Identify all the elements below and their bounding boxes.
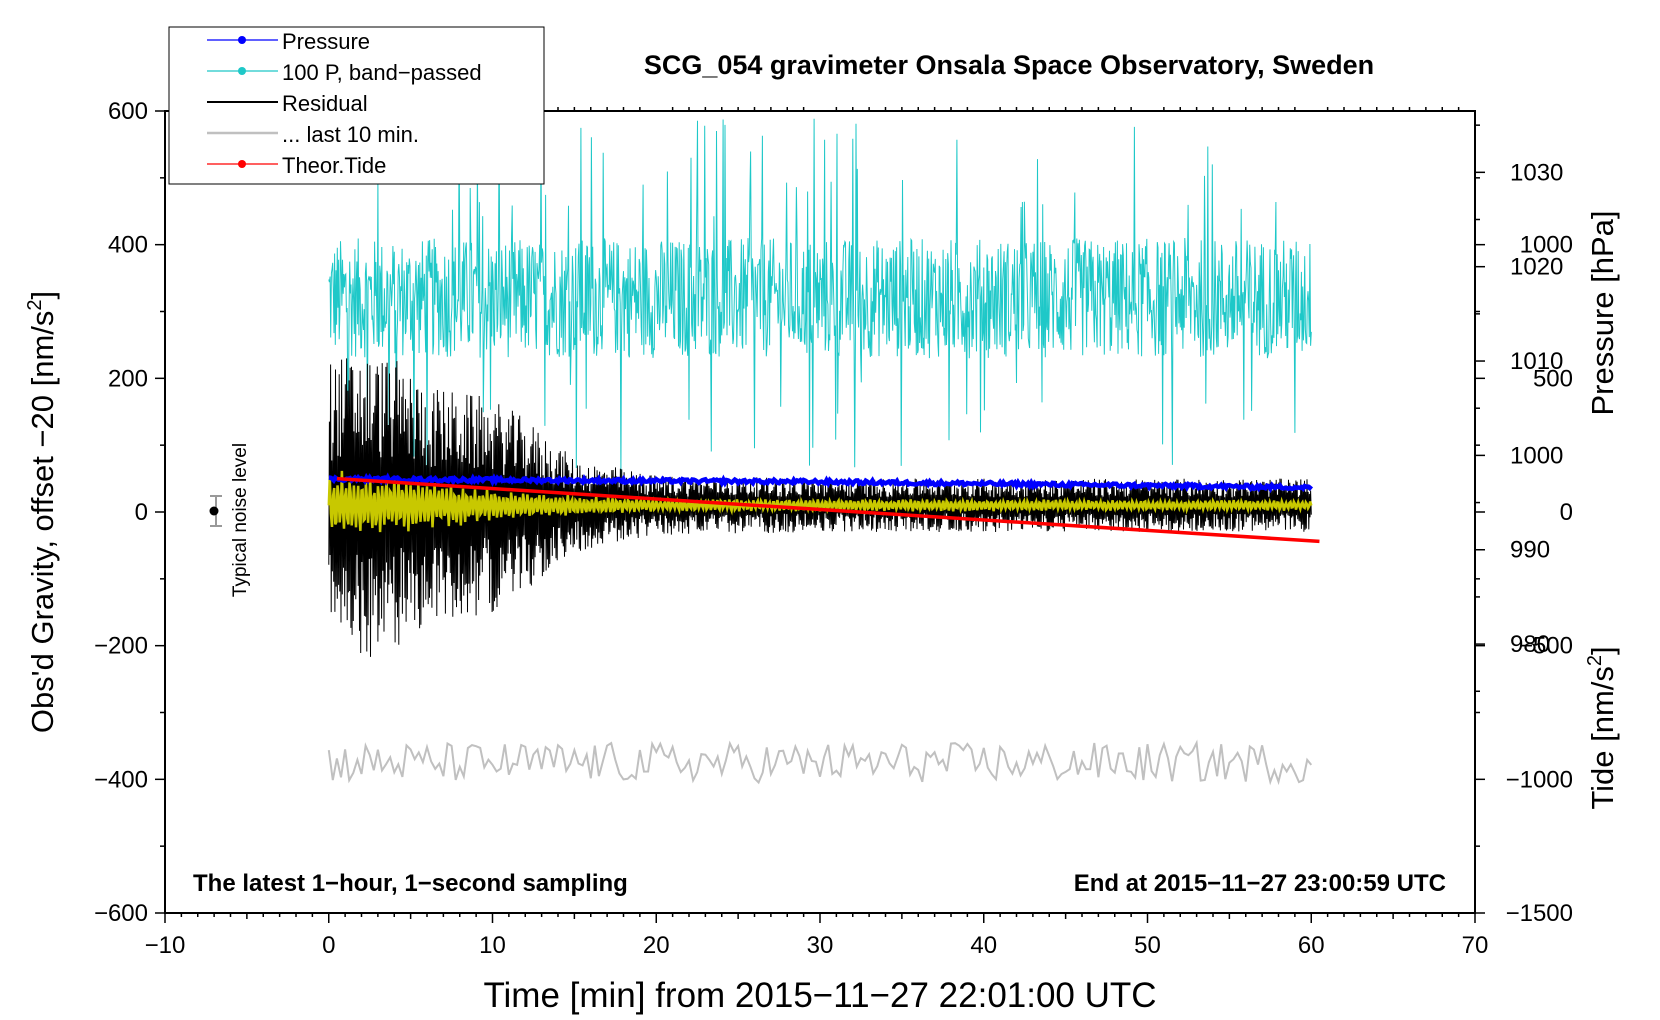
series-residual-smoothed-line [327, 470, 1313, 533]
x-tick-label: 30 [807, 932, 834, 959]
y-tick-label: 400 [108, 232, 148, 259]
legend-label: 100 P, band−passed [282, 60, 482, 85]
pressure-tick-label: 1020 [1510, 254, 1563, 281]
y-tick-label: −200 [94, 633, 148, 660]
annotation-bottom-left: The latest 1−hour, 1−second sampling [193, 870, 628, 897]
tide-tick-label: 500 [1533, 365, 1573, 392]
pressure-tick-labels: 1030 1020 1010 1000 990 980 [1510, 159, 1563, 658]
pressure-tick-label: 990 [1510, 537, 1550, 564]
legend: Pressure 100 P, band−passed Residual ...… [168, 26, 545, 185]
pressure-tick-label: 1030 [1510, 159, 1563, 186]
noise-marker [209, 495, 222, 527]
y-tick-labels: 600 400 200 0 −200 −400 −600 [94, 98, 148, 927]
pressure-tick-label: 1000 [1510, 442, 1563, 469]
series-last-10-min-line [327, 739, 1313, 786]
series-theor-tide-line [336, 476, 1320, 544]
legend-box [168, 26, 545, 185]
legend-item-pressure: Pressure [207, 29, 370, 54]
x-tick-label: 50 [1134, 932, 1161, 959]
legend-item-theor-tide: Theor.Tide [207, 153, 386, 178]
x-tick-labels: −10 0 10 20 30 40 50 60 70 [145, 932, 1489, 959]
legend-item-last-10-min: ... last 10 min. [207, 122, 419, 147]
y-tick-label: 0 [135, 499, 148, 526]
pressure-axis-label: Pressure [hPa] [1585, 210, 1620, 415]
tide-axis-label: Tide [nm/s2] [1584, 646, 1620, 809]
x-tick-label: 20 [643, 932, 670, 959]
y-tick-label: 600 [108, 98, 148, 125]
x-tick-label: 10 [479, 932, 506, 959]
series-pressure-line [328, 472, 1314, 494]
tide-tick-label: −1500 [1506, 900, 1573, 927]
tide-tick-label: 1000 [1520, 232, 1573, 259]
tide-tick-labels: 1000 500 0 −500 −1000 −1500 [1506, 232, 1573, 927]
legend-label: Residual [282, 91, 368, 116]
x-tick-label: 0 [322, 932, 335, 959]
pressure-tick-label: 1010 [1510, 348, 1563, 375]
series-residual-line [328, 358, 1312, 657]
legend-item-band-passed: 100 P, band−passed [207, 60, 482, 85]
y-tick-label: 200 [108, 365, 148, 392]
x-tick-label: 40 [970, 932, 997, 959]
y-tick-label: −600 [94, 900, 148, 927]
tide-tick-label: −500 [1519, 633, 1573, 660]
series-band-passed-line [328, 117, 1312, 477]
legend-label: Pressure [282, 29, 370, 54]
y-tick-label: −400 [94, 766, 148, 793]
legend-label: ... last 10 min. [282, 122, 419, 147]
data-series-layer [327, 117, 1320, 786]
tide-tick-label: −1000 [1506, 766, 1573, 793]
annotation-bottom-right: End at 2015−11−27 23:00:59 UTC [1074, 870, 1446, 897]
y-axis-label: Obs'd Gravity, offset −20 [nm/s2] [24, 291, 60, 733]
legend-item-residual: Residual [207, 91, 368, 116]
legend-label: Theor.Tide [282, 153, 386, 178]
x-tick-label: 60 [1298, 932, 1325, 959]
x-axis-label: Time [min] from 2015−11−27 22:01:00 UTC [483, 976, 1156, 1015]
x-tick-label: 70 [1462, 932, 1489, 959]
noise-label: Typical noise level [230, 443, 251, 597]
tide-tick-label: 0 [1560, 499, 1573, 526]
chart-title: SCG_054 gravimeter Onsala Space Observat… [644, 50, 1374, 80]
x-tick-label: −10 [145, 932, 186, 959]
pressure-tick-label: 980 [1510, 631, 1550, 658]
